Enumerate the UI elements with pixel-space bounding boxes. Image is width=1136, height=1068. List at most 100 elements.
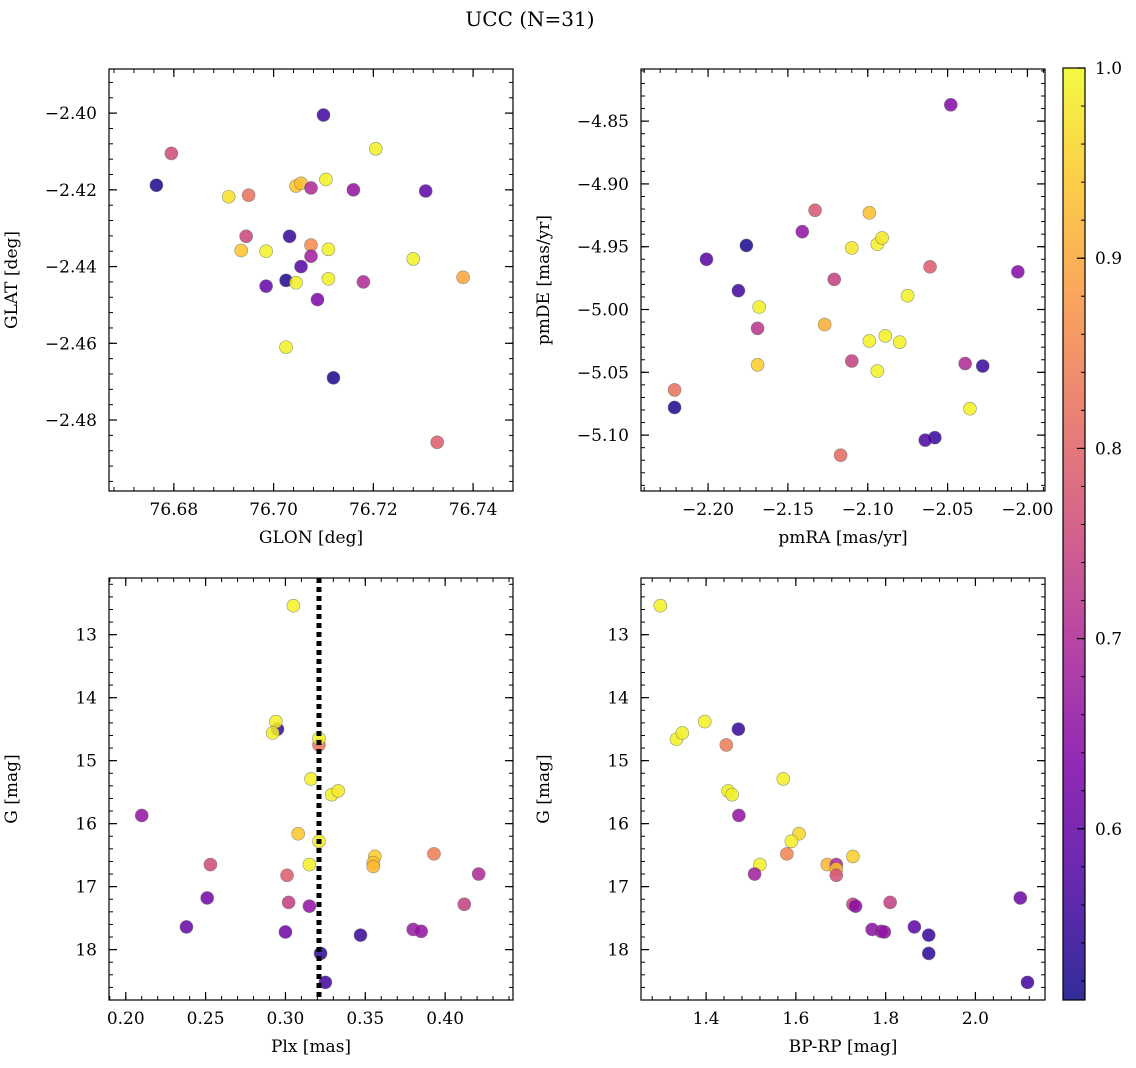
y-tick-label: 13 xyxy=(75,626,97,646)
axes-frame xyxy=(108,68,514,492)
data-point xyxy=(326,371,341,385)
x-tick-label: −2.05 xyxy=(922,500,974,520)
data-point xyxy=(321,272,336,286)
axes-frame xyxy=(640,68,1046,492)
data-point xyxy=(427,847,441,861)
x-axis-label: GLON [deg] xyxy=(259,528,363,548)
data-point xyxy=(918,433,933,447)
y-tick-label: 15 xyxy=(607,752,629,772)
data-point xyxy=(725,787,739,802)
data-point xyxy=(239,229,253,244)
x-tick-label: 0.30 xyxy=(267,1009,305,1029)
data-point xyxy=(921,928,936,942)
y-tick-label: 14 xyxy=(75,689,97,709)
data-point xyxy=(731,283,746,298)
y-tick-label: 13 xyxy=(607,626,629,646)
y-tick-label: −2.40 xyxy=(45,104,97,124)
data-point xyxy=(877,925,892,939)
y-tick-label: −5.05 xyxy=(577,363,629,383)
colorbar-tick-label: 1.0 xyxy=(1095,59,1122,79)
data-point xyxy=(281,895,296,910)
colorbar-tick-label: 0.8 xyxy=(1095,439,1122,459)
colorbar-tick-label: 0.9 xyxy=(1095,249,1122,269)
data-point xyxy=(280,868,294,883)
data-point xyxy=(356,275,371,289)
x-axis-label: BP-RP [mag] xyxy=(789,1037,898,1057)
data-point xyxy=(318,975,333,990)
colorbar-frame xyxy=(1062,67,1086,1001)
data-point xyxy=(653,598,668,613)
data-point xyxy=(302,899,317,913)
data-point xyxy=(164,146,179,161)
y-axis-label: G [mag] xyxy=(534,754,554,823)
data-point xyxy=(675,726,690,740)
x-tick-label: −2.00 xyxy=(1001,500,1053,520)
x-tick-label: 76.70 xyxy=(249,500,298,520)
y-tick-label: −2.46 xyxy=(45,334,97,354)
scatter-points xyxy=(667,97,1025,463)
data-point xyxy=(827,272,842,287)
y-tick-label: −5.00 xyxy=(577,301,629,321)
data-point xyxy=(294,259,308,274)
axes-frame xyxy=(640,577,1046,1001)
data-point xyxy=(829,868,844,883)
data-point xyxy=(923,260,937,274)
data-point xyxy=(907,920,922,934)
data-point xyxy=(279,340,293,354)
data-point xyxy=(739,238,754,253)
y-tick-label: 14 xyxy=(607,689,629,709)
data-point xyxy=(958,356,972,371)
x-tick-label: 0.25 xyxy=(187,1009,225,1029)
x-tick-label: 76.68 xyxy=(150,500,199,520)
data-point xyxy=(302,857,317,872)
data-point xyxy=(833,448,848,463)
data-point xyxy=(269,714,283,729)
scatter-points xyxy=(653,598,1035,990)
data-point xyxy=(200,891,215,905)
x-axis-label: Plx [mas] xyxy=(271,1037,351,1057)
colorbar: 0.6 0.7 0.8 0.9 1.0 xyxy=(1062,59,1122,1001)
scatter-points xyxy=(149,108,470,450)
data-point xyxy=(667,400,682,415)
colorbar-tick-label: 0.7 xyxy=(1095,630,1122,650)
data-point xyxy=(1011,265,1025,279)
panel-plx-vs-g: 0.20 0.25 0.30 0.35 0.40 13 14 15 16 17 18 Plx [mas… xyxy=(2,577,514,1057)
data-point xyxy=(870,364,885,378)
data-point xyxy=(747,867,762,881)
y-tick-label: −5.10 xyxy=(577,426,629,446)
data-point xyxy=(316,108,331,122)
data-point xyxy=(862,206,877,220)
data-point xyxy=(291,826,306,841)
data-point xyxy=(943,97,958,112)
data-point xyxy=(366,859,381,874)
data-point xyxy=(406,252,421,266)
data-point xyxy=(750,321,765,336)
data-point xyxy=(1013,891,1028,905)
data-point xyxy=(430,435,444,450)
data-point xyxy=(259,244,273,259)
x-tick-label: 76.74 xyxy=(449,500,498,520)
data-point xyxy=(179,920,194,934)
data-point xyxy=(456,270,470,285)
data-point xyxy=(780,847,794,861)
y-tick-label: 17 xyxy=(75,878,97,898)
data-point xyxy=(304,772,318,786)
panel-color-magnitude: 1.4 1.6 1.8 2.0 13 14 15 16 17 18 BP-RP [mag] G [ma… xyxy=(534,577,1046,1057)
data-point xyxy=(289,275,303,290)
y-axis-label: pmDE [mas/yr] xyxy=(534,215,554,345)
data-point xyxy=(259,279,273,293)
data-point xyxy=(846,849,860,864)
data-point xyxy=(310,292,325,307)
data-point xyxy=(844,354,859,368)
y-tick-label: −2.48 xyxy=(45,411,97,431)
data-point xyxy=(418,184,433,198)
data-point xyxy=(221,189,236,204)
x-tick-label: −2.15 xyxy=(762,500,814,520)
data-point xyxy=(750,357,765,372)
data-point xyxy=(234,243,248,258)
data-point xyxy=(731,722,746,736)
data-point xyxy=(963,401,977,416)
data-point xyxy=(878,329,893,343)
data-point xyxy=(817,317,832,332)
data-point xyxy=(752,300,766,314)
